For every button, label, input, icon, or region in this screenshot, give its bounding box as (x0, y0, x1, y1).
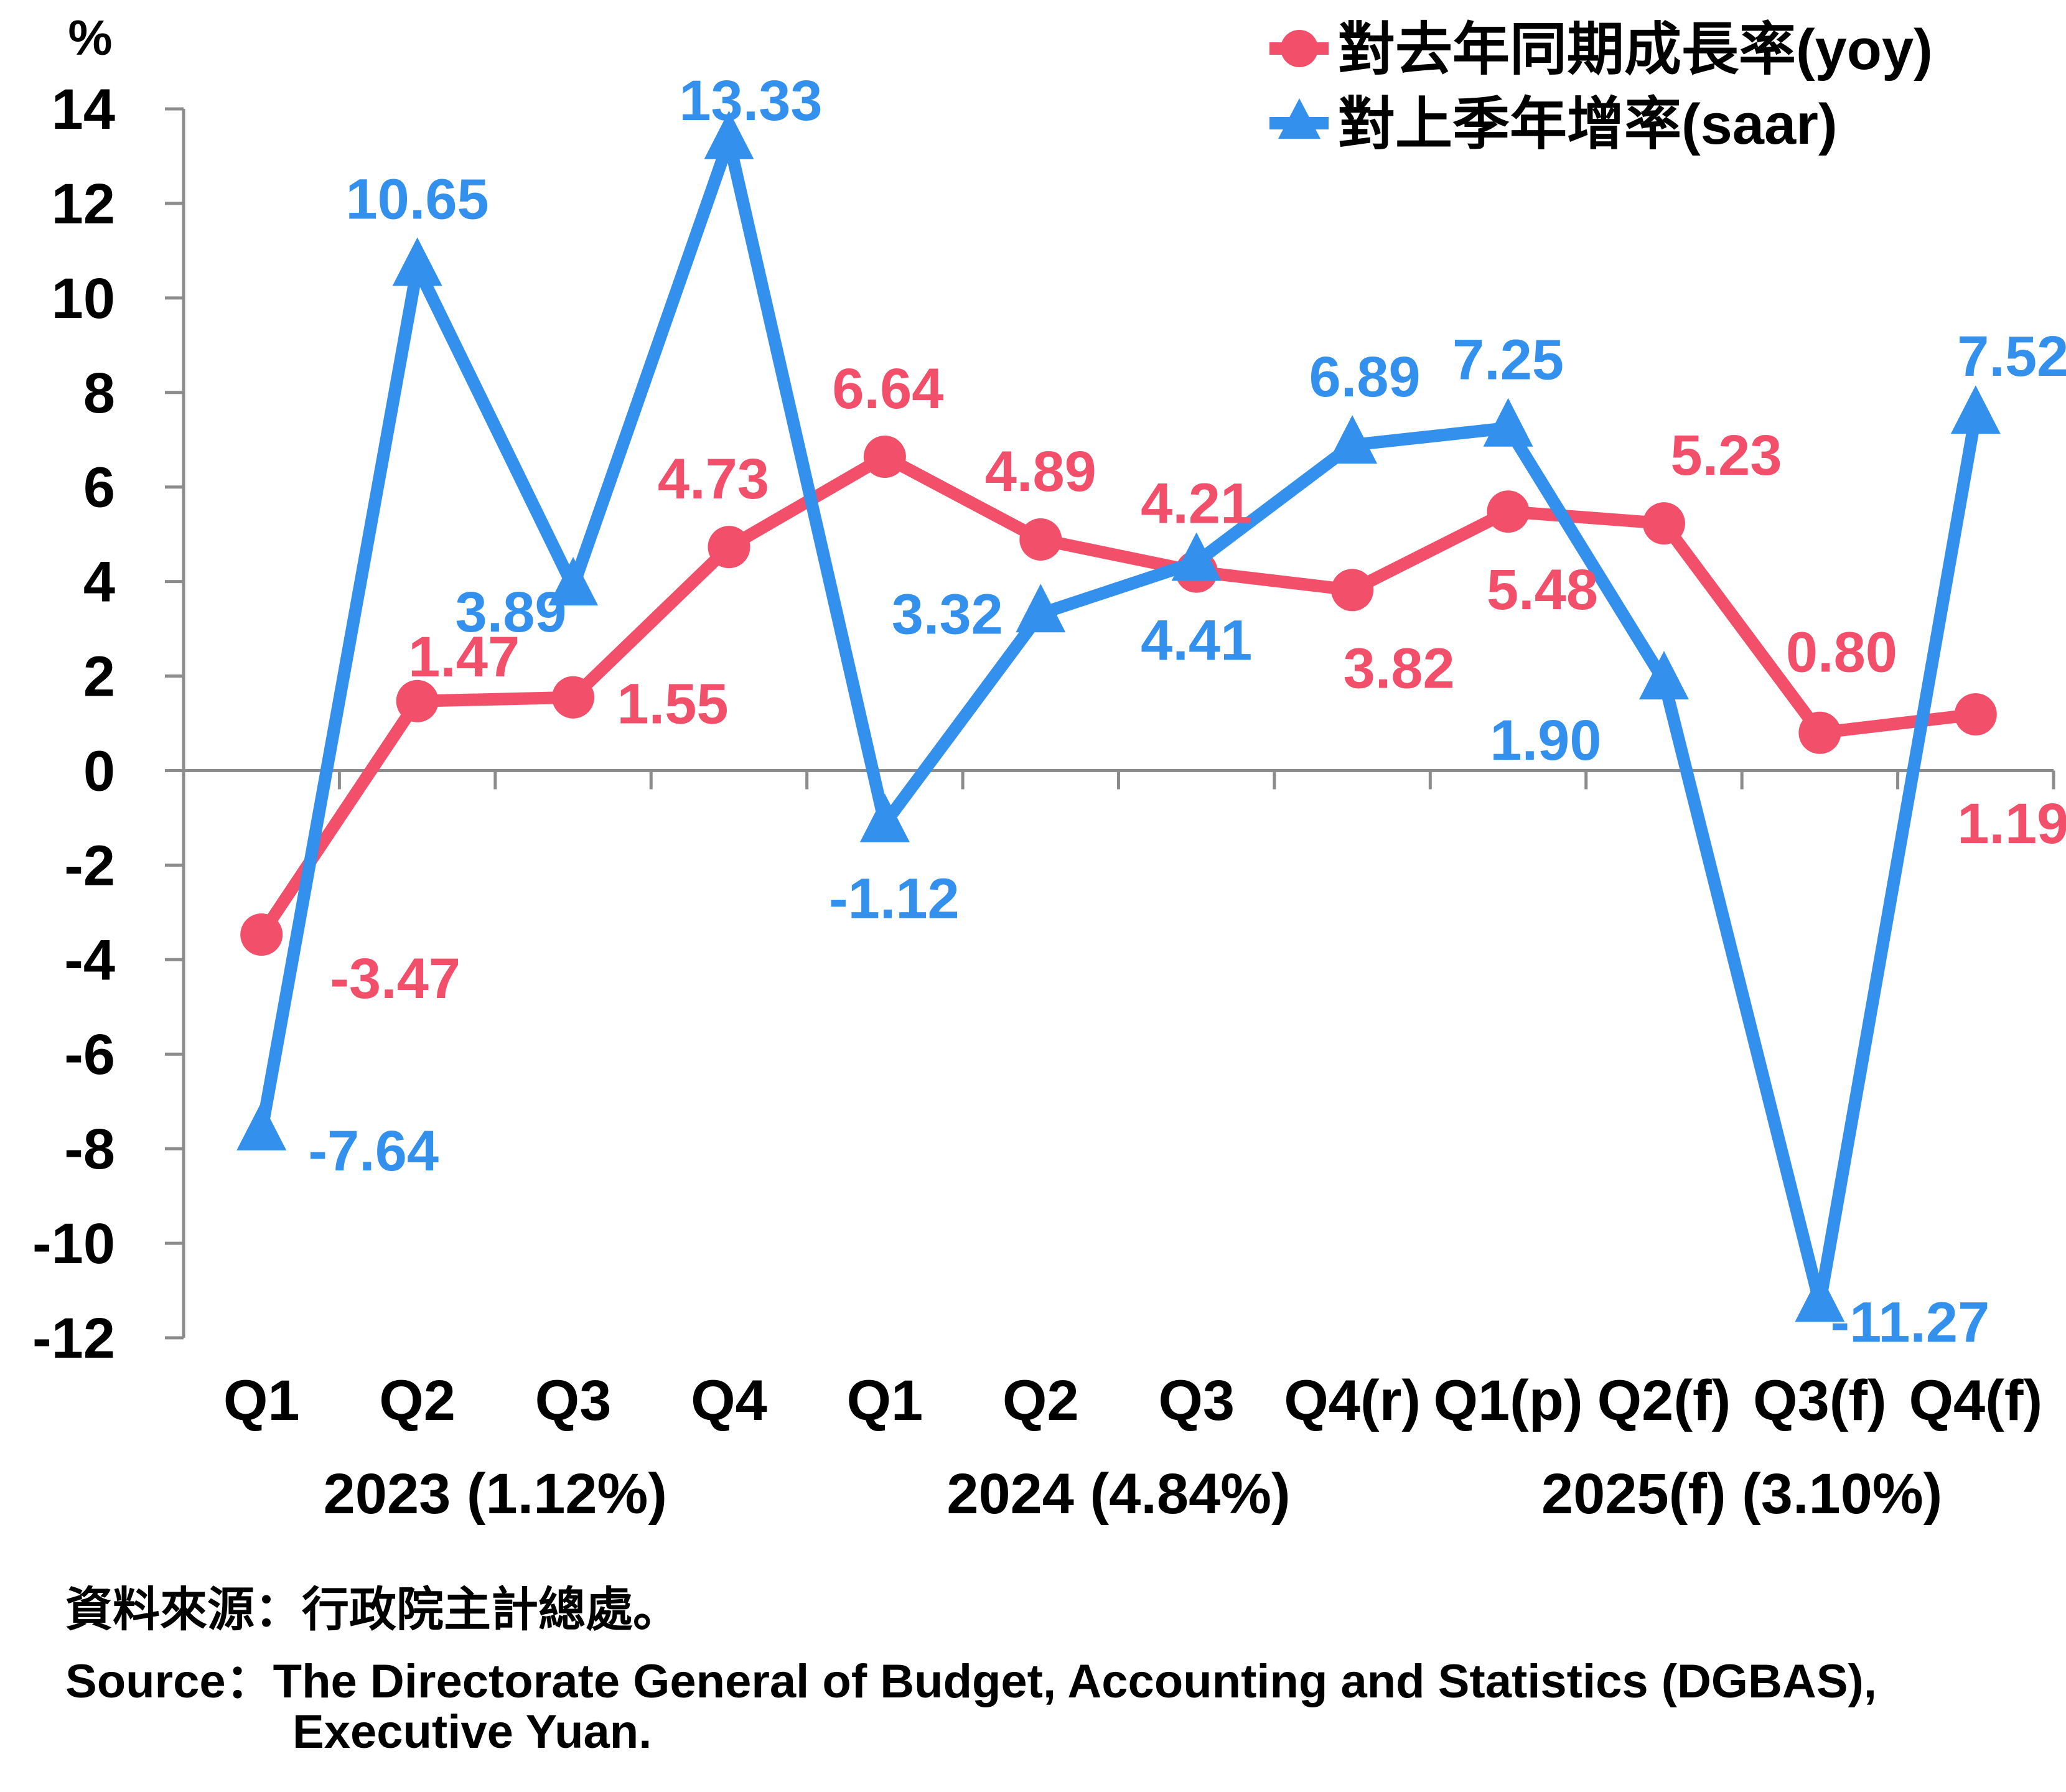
y-tick-label: -12 (32, 1307, 115, 1370)
x-category-label: Q2(f) (1597, 1369, 1731, 1432)
data-label-saar: 7.25 (1452, 329, 1564, 392)
x-category-label: Q1(p) (1433, 1369, 1582, 1432)
data-label-saar: -7.64 (308, 1119, 439, 1183)
y-axis-ticks: 14 12 10 8 6 4 2 0 -2 -4 -6 -8 -10 -12 (32, 78, 184, 1370)
x-category-label: Q1 (847, 1369, 923, 1432)
data-labels: -3.47 1.47 1.55 4.73 6.64 4.89 4.21 3.82 5.48 5.2… (308, 69, 2066, 1355)
data-point-circle (240, 913, 283, 956)
y-tick-label: 12 (52, 172, 115, 236)
data-point-triangle (1483, 398, 1533, 447)
x-category-label: Q2 (1003, 1369, 1079, 1432)
x-category-label: Q4 (691, 1369, 767, 1432)
x-category-label: Q3(f) (1753, 1369, 1887, 1432)
y-tick-label: 2 (83, 645, 115, 709)
data-point-triangle (392, 237, 442, 286)
data-label-saar: 4.41 (1141, 609, 1252, 672)
data-point-circle (863, 436, 906, 478)
data-label-saar: 7.52 (1957, 325, 2066, 388)
data-label-yoy: 4.21 (1141, 472, 1252, 536)
data-label-yoy: 3.82 (1344, 637, 1455, 700)
data-point-circle (1331, 569, 1374, 612)
x-group-label: 2025(f) (3.10%) (1541, 1462, 1942, 1526)
x-category-label: Q2 (379, 1369, 456, 1432)
data-label-saar: 3.89 (456, 581, 567, 644)
legend-marker-circle (1281, 30, 1318, 67)
data-series (236, 110, 2001, 1322)
x-axis-groups: 2023 (1.12%) 2024 (4.84%) 2025(f) (3.10%) (324, 1462, 1943, 1526)
data-point-triangle (236, 1101, 287, 1150)
legend-label: 對去年同期成長率(yoy) (1338, 18, 1933, 82)
data-label-saar: 1.90 (1490, 709, 1601, 772)
series-line (256, 449, 1976, 938)
source-line-english: Source：The Directorate General of Budget… (65, 1655, 1877, 1708)
data-label-yoy: 1.19 (1957, 792, 2066, 856)
legend-item-saar: 對上季年增率(saar) (1269, 93, 1838, 156)
x-category-label: Q1 (223, 1369, 300, 1432)
data-point-circle (552, 676, 595, 719)
x-group-label: 2024 (4.84%) (947, 1462, 1290, 1526)
y-tick-label: -6 (64, 1023, 115, 1086)
legend-marker-triangle (1278, 98, 1320, 139)
data-point-circle (1487, 490, 1530, 533)
data-point-triangle (1016, 584, 1066, 633)
y-tick-label: 0 (83, 739, 115, 803)
legend: 對去年同期成長率(yoy) 對上季年增率(saar) (1269, 18, 1933, 156)
data-point-triangle (1327, 415, 1378, 464)
data-label-saar: 6.89 (1309, 345, 1421, 409)
legend-item-yoy: 對去年同期成長率(yoy) (1269, 18, 1933, 82)
y-tick-label: 8 (83, 362, 115, 425)
data-label-yoy: 4.73 (658, 447, 769, 511)
data-point-circle (1798, 711, 1841, 754)
data-label-saar: -11.27 (1830, 1291, 1989, 1355)
data-point-triangle (1950, 385, 2001, 434)
y-tick-label: -4 (64, 928, 115, 992)
data-label-yoy: -3.47 (330, 947, 460, 1010)
data-label-yoy: 1.55 (617, 673, 729, 736)
data-label-saar: -1.12 (829, 867, 960, 931)
series-saar (236, 110, 2001, 1322)
series-yoy (240, 436, 1997, 956)
y-tick-label: -10 (32, 1212, 115, 1276)
x-axis-categories: Q1 Q2 Q3 Q4 Q1 Q2 Q3 Q4(r) Q1(p) Q2(f) Q3(f) Q4(f) (223, 1369, 2042, 1432)
data-label-yoy: 4.89 (985, 440, 1096, 503)
source-line-english-cont: Executive Yuan. (292, 1706, 652, 1758)
data-label-yoy: 1.47 (408, 625, 520, 689)
y-tick-label: 10 (52, 267, 115, 330)
data-point-circle (1642, 502, 1685, 545)
data-point-triangle (548, 556, 599, 605)
x-category-label: Q3 (535, 1369, 612, 1432)
y-tick-label: 4 (83, 551, 115, 614)
legend-label: 對上季年增率(saar) (1338, 93, 1838, 156)
data-point-triangle (1638, 651, 1689, 700)
y-tick-label: -2 (64, 834, 115, 897)
data-point-triangle (1171, 532, 1222, 581)
data-point-circle (708, 526, 750, 569)
data-point-triangle (859, 793, 910, 842)
data-label-saar: 10.65 (346, 167, 489, 231)
data-label-yoy: 5.23 (1670, 424, 1782, 487)
data-point-circle (396, 679, 439, 722)
data-label-yoy: 0.80 (1786, 621, 1897, 684)
y-tick-label: 6 (83, 456, 115, 520)
x-category-label: Q3 (1158, 1369, 1235, 1432)
data-point-triangle (704, 110, 754, 159)
data-label-yoy: 6.64 (832, 357, 943, 421)
x-group-label: 2023 (1.12%) (324, 1462, 667, 1526)
series-line (255, 118, 1982, 1305)
x-category-label: Q4(f) (1909, 1369, 2042, 1432)
data-label-yoy: 5.48 (1487, 558, 1598, 622)
x-category-label: Q4(r) (1284, 1369, 1421, 1432)
data-point-circle (1954, 693, 1997, 736)
y-tick-label: -8 (64, 1118, 115, 1181)
data-point-triangle (1795, 1273, 1845, 1322)
data-label-saar: 13.33 (679, 69, 822, 133)
data-point-circle (1019, 518, 1062, 561)
source-line-chinese: 資料來源：行政院主計總處。 (65, 1584, 680, 1636)
y-tick-label: 14 (52, 78, 115, 141)
chart-axes (182, 109, 2055, 1338)
y-axis-unit-label: % (68, 10, 112, 65)
data-label-saar: 3.32 (892, 582, 1003, 646)
